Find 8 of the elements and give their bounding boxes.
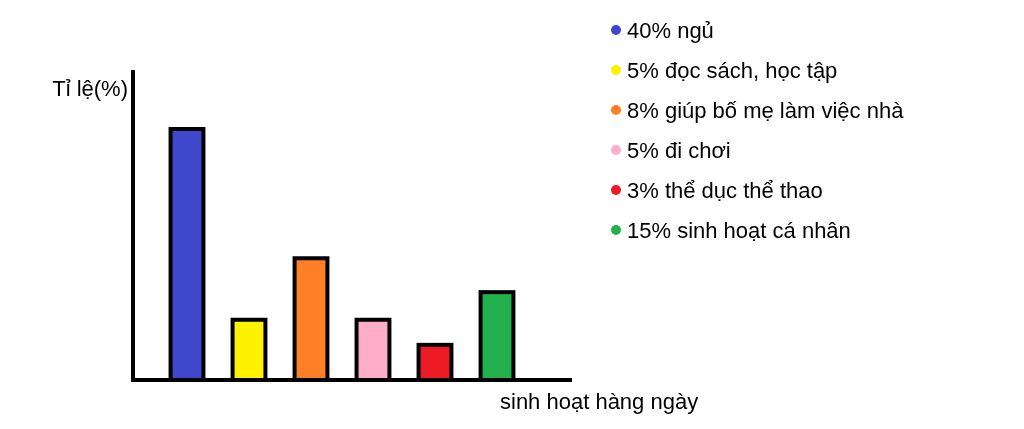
legend-label: 5% đọc sách, học tập: [627, 57, 838, 83]
legend-label: 8% giúp bố mẹ làm việc nhà: [627, 97, 905, 123]
legend-label: 15% sinh hoạt cá nhân: [627, 217, 851, 243]
x-axis-title: sinh hoạt hàng ngày: [500, 389, 699, 414]
legend-label: 40% ngủ: [627, 17, 714, 43]
legend-label: 5% đi chơi: [627, 137, 731, 163]
y-axis-title: Tỉ lệ(%): [52, 76, 128, 101]
legend-label: 3% thể dục thể thao: [627, 177, 823, 203]
